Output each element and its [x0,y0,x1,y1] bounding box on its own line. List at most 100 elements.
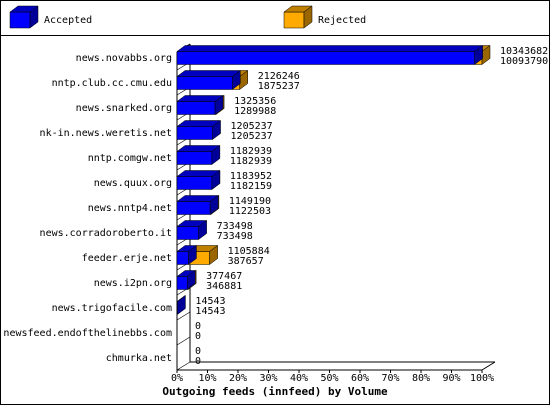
x-tick-label: 100% [470,373,494,384]
bar-accepted-face [188,245,197,265]
y-tick-label: news.snarked.org [76,103,172,114]
value-label-total: 377467 [206,271,242,282]
value-label-accepted: 1122503 [229,206,271,217]
bar-accepted [176,195,219,215]
x-tick-label: 50% [320,373,338,384]
value-label-accepted: 14543 [195,306,225,317]
bar-rejected-face [209,245,218,265]
bar-accepted-face [176,251,189,265]
bar-accepted-face [176,226,199,240]
y-tick-label: nntp.comgw.net [88,153,172,164]
value-label-accepted: 10093790 [500,56,548,67]
value-label-total: 733498 [217,221,253,232]
x-tick-label: 70% [381,373,399,384]
bar-accepted [176,120,222,140]
legend-label: Accepted [44,15,92,26]
x-tick-label: 0% [171,373,183,384]
value-label-accepted: 1875237 [258,81,300,92]
y-tick-label: newsfeed.endofthelinebbs.com [3,328,172,339]
bar-accepted-face [198,220,207,240]
value-label-total: 1182939 [230,146,272,157]
legend-swatch [283,5,313,29]
bar-rejected-face [481,45,491,65]
bar-accepted [176,170,221,190]
bar-accepted-face [176,151,213,165]
value-label-total: 2126246 [258,71,300,82]
value-label-total: 14543 [195,296,225,307]
value-label-total: 0 [195,346,201,357]
bar-accepted-face [176,45,484,52]
y-tick-label: news.nntp4.net [88,203,172,214]
value-label-accepted: 1182159 [230,181,272,192]
value-label-accepted: 387657 [228,256,264,267]
value-label-total: 1105884 [228,246,270,257]
value-label-accepted: 0 [195,356,201,367]
x-tick-label: 10% [198,373,216,384]
bar-accepted-face [176,201,211,215]
bar-accepted-face [176,51,475,65]
bar-accepted [176,220,208,240]
y-tick-label: chmurka.net [106,353,172,364]
y-tick-label: news.i2pn.org [94,278,172,289]
value-label-total: 10343682 [500,46,548,57]
legend-swatch-face [303,5,313,29]
legend-swatch-face [283,11,305,29]
wall-hatch [176,361,191,371]
y-tick-label: nntp.club.cc.cmu.edu [52,78,172,89]
y-tick-label: news.trigofacile.com [52,303,172,314]
y-tick-label: news.novabbs.org [76,53,172,64]
floor-edge [481,361,496,371]
bar-accepted-face [209,195,219,215]
bar-accepted [176,245,198,265]
bar-rejected-face [239,70,248,90]
value-label-accepted: 1205237 [231,131,273,142]
bar-accepted [176,270,196,290]
bar-accepted-face [176,101,216,115]
bar-accepted-face [177,295,186,315]
bar-accepted-face [214,95,224,115]
legend-label: Rejected [318,15,366,26]
y-tick-label: news.quux.org [94,178,172,189]
bar-accepted [176,45,484,65]
bar-accepted-face [176,126,213,140]
bar-accepted-face [186,270,196,290]
bar-accepted-face [232,70,241,90]
value-label-accepted: 1182939 [230,156,272,167]
value-label-accepted: 346881 [206,281,242,292]
legend-swatch-face [9,11,31,29]
x-tick-label: 30% [259,373,277,384]
value-label-accepted: 1289988 [234,106,276,117]
wall-hatch [176,311,191,321]
bar-accepted [176,295,187,315]
y-tick-label: nk-in.news.weretis.net [40,128,172,139]
value-label-accepted: 733498 [217,231,253,242]
bar-accepted-face [176,176,213,190]
bar-accepted [176,70,242,90]
x-tick-label: 90% [442,373,460,384]
legend-swatch-face [29,5,39,29]
value-label-total: 1183952 [230,171,272,182]
x-tick-label: 60% [351,373,369,384]
bar-accepted-face [176,276,188,290]
x-tick-label: 80% [412,373,430,384]
value-label-accepted: 0 [195,331,201,342]
x-axis-label: Outgoing feeds (innfeed) by Volume [162,385,388,398]
value-label-total: 0 [195,321,201,332]
value-label-total: 1149190 [229,196,271,207]
value-label-total: 1205237 [231,121,273,132]
bar-accepted-face [211,170,221,190]
x-tick-label: 20% [229,373,247,384]
x-tick-label: 40% [290,373,308,384]
bar-accepted-face [176,76,233,90]
y-tick-label: news.corradoroberto.it [40,228,172,239]
legend-swatch [9,5,39,29]
bar-accepted-face [212,120,221,140]
bar-accepted-face [176,70,242,77]
value-label-total: 1325356 [234,96,276,107]
bar-accepted-face [211,145,221,165]
bar-accepted [176,145,221,165]
wall-hatch [176,336,191,346]
bar-accepted [176,95,224,115]
